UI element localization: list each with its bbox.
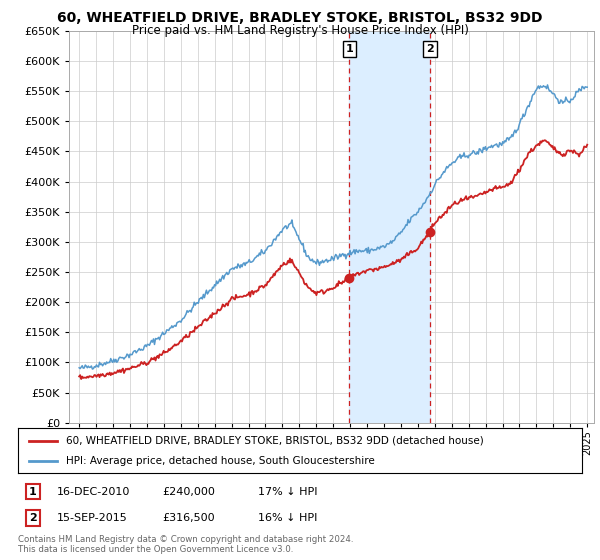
Text: Price paid vs. HM Land Registry's House Price Index (HPI): Price paid vs. HM Land Registry's House …	[131, 24, 469, 36]
Text: £240,000: £240,000	[162, 487, 215, 497]
Text: 1: 1	[346, 44, 353, 54]
Text: 2: 2	[29, 513, 37, 523]
Text: Contains HM Land Registry data © Crown copyright and database right 2024.: Contains HM Land Registry data © Crown c…	[18, 535, 353, 544]
Text: HPI: Average price, detached house, South Gloucestershire: HPI: Average price, detached house, Sout…	[66, 456, 374, 466]
Bar	[349, 31, 430, 423]
Text: 17% ↓ HPI: 17% ↓ HPI	[258, 487, 317, 497]
Text: 60, WHEATFIELD DRIVE, BRADLEY STOKE, BRISTOL, BS32 9DD (detached house): 60, WHEATFIELD DRIVE, BRADLEY STOKE, BRI…	[66, 436, 484, 446]
Text: 16% ↓ HPI: 16% ↓ HPI	[258, 513, 317, 523]
Text: 16-DEC-2010: 16-DEC-2010	[57, 487, 130, 497]
Text: This data is licensed under the Open Government Licence v3.0.: This data is licensed under the Open Gov…	[18, 545, 293, 554]
Text: 1: 1	[29, 487, 37, 497]
Text: 60, WHEATFIELD DRIVE, BRADLEY STOKE, BRISTOL, BS32 9DD: 60, WHEATFIELD DRIVE, BRADLEY STOKE, BRI…	[57, 11, 543, 25]
Text: 2: 2	[426, 44, 434, 54]
Text: 15-SEP-2015: 15-SEP-2015	[57, 513, 128, 523]
Text: £316,500: £316,500	[162, 513, 215, 523]
